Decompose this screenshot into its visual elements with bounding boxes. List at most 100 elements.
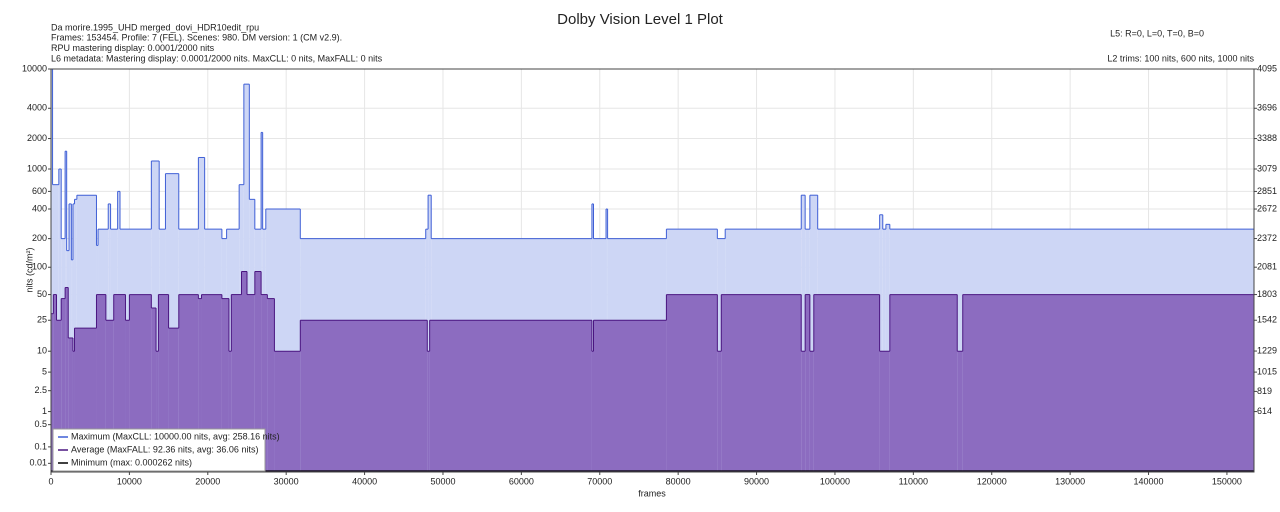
area-step bbox=[113, 294, 126, 472]
data bbox=[51, 68, 1255, 473]
y-axis-label: nits (cd/m²) bbox=[24, 247, 34, 292]
area-step bbox=[889, 294, 958, 472]
x-tick-label: 90000 bbox=[744, 476, 769, 486]
y-tick-label: 1000 bbox=[27, 163, 47, 173]
area-step bbox=[885, 224, 890, 472]
area-step bbox=[300, 320, 428, 472]
y-tick-label: 4000 bbox=[27, 103, 47, 113]
area-step bbox=[231, 294, 242, 472]
area-step bbox=[56, 320, 62, 472]
area-step bbox=[51, 69, 53, 472]
area-step bbox=[261, 294, 268, 472]
x-tick-label: 130000 bbox=[1055, 476, 1085, 486]
area-step bbox=[72, 203, 75, 472]
y2-tick-label: 1015 bbox=[1257, 366, 1277, 376]
area-step bbox=[61, 298, 66, 472]
area-step bbox=[879, 214, 883, 472]
area-step bbox=[721, 294, 802, 472]
y-tick-label: 25 bbox=[37, 315, 47, 325]
x-tick-label: 0 bbox=[48, 476, 53, 486]
area-step bbox=[51, 313, 54, 472]
note: L5: R=0, L=0, T=0, B=0 bbox=[1110, 28, 1204, 38]
x-tick-label: 50000 bbox=[430, 476, 455, 486]
area-step bbox=[879, 351, 890, 472]
area-step bbox=[246, 294, 255, 472]
y-tick-label: 2.5 bbox=[34, 385, 47, 395]
axes: 0 10000 20000 30000 40000 50000 60000 70000 8000… bbox=[22, 63, 1277, 486]
area-step bbox=[198, 298, 202, 472]
y2-tick-label: 1803 bbox=[1257, 289, 1277, 299]
y2-tick-label: 4095 bbox=[1257, 63, 1277, 73]
area-step bbox=[717, 351, 722, 472]
y2-tick-label: 2851 bbox=[1257, 186, 1277, 196]
area-step bbox=[156, 351, 159, 472]
x-tick-label: 40000 bbox=[352, 476, 377, 486]
area-step bbox=[813, 294, 880, 472]
area-step bbox=[267, 298, 275, 472]
legend-label: Average (MaxFALL: 92.36 nits, avg: 36.06… bbox=[71, 444, 258, 454]
y2-tick-label: 2672 bbox=[1257, 203, 1277, 213]
y2-tick-label: 1542 bbox=[1257, 315, 1277, 325]
y-tick-label: 0.5 bbox=[34, 419, 47, 429]
x-tick-label: 10000 bbox=[117, 476, 142, 486]
area-step bbox=[957, 351, 963, 472]
y-tick-label: 200 bbox=[32, 233, 47, 243]
x-tick-label: 100000 bbox=[820, 476, 850, 486]
x-tick-label: 120000 bbox=[977, 476, 1007, 486]
area-step bbox=[228, 351, 232, 472]
y-tick-label: 400 bbox=[32, 203, 47, 213]
chart-title: Dolby Vision Level 1 Plot bbox=[557, 11, 723, 28]
fills bbox=[51, 69, 1254, 473]
area-step bbox=[801, 195, 806, 472]
area-step bbox=[591, 351, 594, 472]
area-step bbox=[882, 229, 886, 472]
area-step bbox=[158, 294, 169, 472]
area-step bbox=[129, 294, 152, 472]
y2-tick-label: 2081 bbox=[1257, 262, 1277, 272]
y-tick-label: 1 bbox=[42, 406, 47, 416]
plot-frame bbox=[50, 68, 1255, 473]
area-step bbox=[593, 320, 667, 472]
area-step bbox=[962, 294, 1254, 472]
area-step bbox=[801, 351, 806, 472]
y2-tick-label: 3388 bbox=[1257, 133, 1277, 143]
area-step bbox=[65, 287, 69, 472]
y2-tick-label: 614 bbox=[1257, 406, 1272, 416]
legend-box bbox=[52, 428, 266, 472]
x-tick-label: 60000 bbox=[509, 476, 534, 486]
note: Frames: 153454. Profile: 7 (FEL). Scenes… bbox=[51, 32, 342, 42]
area-step bbox=[221, 298, 229, 472]
y-tick-label: 0.01 bbox=[29, 458, 47, 468]
area-step bbox=[241, 271, 247, 472]
area-step bbox=[274, 351, 301, 472]
area-step bbox=[105, 320, 114, 472]
note: RPU mastering display: 0.0001/2000 nits bbox=[51, 43, 215, 53]
area-step bbox=[178, 294, 199, 472]
area-step bbox=[591, 203, 594, 472]
x-tick-label: 20000 bbox=[195, 476, 220, 486]
y2-tick-label: 3079 bbox=[1257, 163, 1277, 173]
area-step bbox=[666, 294, 718, 472]
area-step bbox=[254, 271, 262, 472]
x-tick-label: 110000 bbox=[899, 476, 928, 486]
note: Da morire.1995_UHD merged_dovi_HDR10edit… bbox=[51, 22, 259, 32]
y-tick-label: 2000 bbox=[27, 133, 47, 143]
area-step bbox=[68, 337, 73, 472]
legend-label: Minimum (max: 0.000262 nits) bbox=[71, 457, 192, 467]
y2-tick-label: 3696 bbox=[1257, 103, 1277, 113]
x-tick-label: 150000 bbox=[1212, 476, 1242, 486]
y2-tick-label: 819 bbox=[1257, 386, 1272, 396]
x-tick-label: 70000 bbox=[587, 476, 612, 486]
y-tick-label: 600 bbox=[32, 186, 47, 196]
y-tick-label: 100 bbox=[32, 262, 47, 272]
note: L2 trims: 100 nits, 600 nits, 1000 nits bbox=[1107, 53, 1254, 63]
y-tick-label: 10 bbox=[37, 346, 47, 356]
area-step bbox=[809, 351, 814, 472]
y-tick-label: 10000 bbox=[22, 63, 47, 73]
y-tick-label: 50 bbox=[37, 289, 47, 299]
x-tick-label: 30000 bbox=[274, 476, 299, 486]
x-axis-label: frames bbox=[638, 488, 666, 498]
x-tick-label: 80000 bbox=[666, 476, 691, 486]
y-tick-label: 5 bbox=[42, 366, 47, 376]
